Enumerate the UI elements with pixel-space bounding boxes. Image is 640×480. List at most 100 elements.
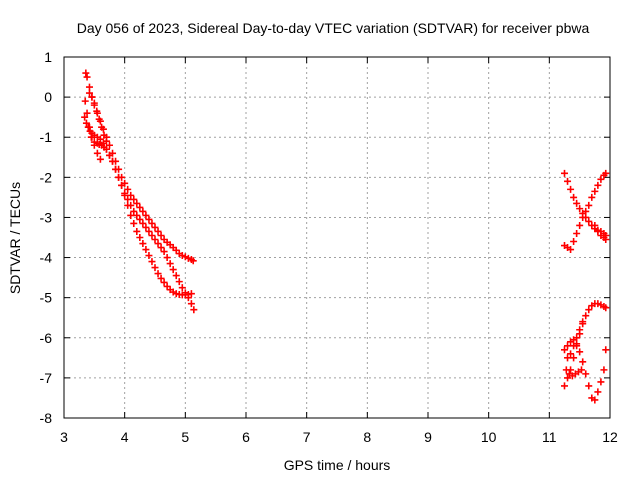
data-point-marker <box>564 374 572 382</box>
data-point-marker <box>93 149 101 157</box>
data-point-marker <box>83 109 91 117</box>
data-point-marker <box>112 165 120 173</box>
x-tick-label: 6 <box>242 429 250 445</box>
y-tick-label: 0 <box>44 89 52 105</box>
y-tick-label: -5 <box>40 290 53 306</box>
data-point-marker <box>115 173 123 181</box>
data-point-marker <box>102 137 110 145</box>
data-point-marker <box>148 258 156 266</box>
data-point-marker <box>81 97 89 105</box>
data-point-marker <box>87 133 95 141</box>
data-point-marker <box>163 254 171 262</box>
data-point-marker <box>133 199 141 207</box>
data-point-marker <box>189 257 197 265</box>
data-point-marker <box>172 272 180 280</box>
data-point-marker <box>130 195 138 203</box>
x-tick-label: 12 <box>602 429 618 445</box>
data-point-marker <box>169 266 177 274</box>
data-point-marker <box>151 264 159 272</box>
data-point-marker <box>594 388 602 396</box>
data-point-marker <box>597 378 605 386</box>
data-point-marker <box>142 223 150 231</box>
data-point-marker <box>570 354 578 362</box>
data-point-marker <box>136 234 144 241</box>
data-point-marker <box>190 306 198 314</box>
data-point-marker <box>591 396 599 404</box>
data-point-marker <box>157 244 165 252</box>
y-tick-label: -1 <box>40 129 53 145</box>
data-point-marker <box>85 89 93 97</box>
x-tick-label: 8 <box>363 429 371 445</box>
data-point-marker <box>561 346 568 354</box>
data-point-marker <box>576 348 584 356</box>
data-point-marker <box>139 207 147 215</box>
data-point-marker <box>148 219 156 227</box>
data-point-marker <box>145 252 153 260</box>
data-point-marker <box>585 306 593 314</box>
x-tick-label: 9 <box>424 429 432 445</box>
data-point-marker <box>102 145 110 153</box>
data-point-marker <box>576 326 584 334</box>
data-point-marker <box>90 99 98 107</box>
data-point-marker <box>93 107 101 115</box>
x-tick-label: 4 <box>121 429 129 445</box>
data-point-marker <box>100 131 108 139</box>
data-point-marker <box>564 354 572 362</box>
data-point-marker <box>83 73 91 81</box>
data-point-marker <box>130 207 138 215</box>
data-points <box>81 69 610 404</box>
x-tick-label: 5 <box>181 429 189 445</box>
data-point-marker <box>585 201 593 209</box>
data-point-marker <box>567 246 575 254</box>
x-tick-label: 7 <box>303 429 311 445</box>
data-point-marker <box>591 187 599 195</box>
data-point-marker <box>136 215 144 223</box>
data-point-marker <box>127 191 135 199</box>
data-point-marker <box>184 294 192 302</box>
data-point-marker <box>84 123 92 131</box>
data-point-marker <box>148 231 156 239</box>
data-point-marker <box>600 366 608 374</box>
data-point-marker <box>577 366 585 374</box>
data-point-marker <box>157 231 165 239</box>
data-point-marker <box>570 238 578 246</box>
data-point-marker <box>588 193 596 201</box>
data-point-marker <box>567 185 575 193</box>
data-point-marker <box>127 201 135 209</box>
y-tick-label: 1 <box>44 49 52 65</box>
data-point-marker <box>121 189 129 197</box>
data-point-marker <box>82 119 90 127</box>
data-point-marker <box>90 141 98 149</box>
data-point-marker <box>582 207 590 215</box>
data-point-marker <box>579 213 587 221</box>
data-point-marker <box>154 227 162 235</box>
data-point-marker <box>96 155 104 163</box>
y-tick-label: -4 <box>40 250 53 266</box>
data-point-marker <box>142 246 150 254</box>
data-point-marker <box>602 346 610 354</box>
data-point-marker <box>95 115 103 123</box>
data-point-marker <box>594 181 602 189</box>
data-point-marker <box>130 219 138 227</box>
data-point-marker <box>567 350 575 358</box>
x-tick-label: 11 <box>542 429 557 445</box>
data-point-marker <box>136 203 144 211</box>
data-point-marker <box>602 169 610 177</box>
data-point-marker <box>561 169 568 177</box>
data-point-marker <box>602 236 610 244</box>
data-point-marker <box>591 221 599 229</box>
data-point-marker <box>579 318 587 326</box>
data-point-marker <box>160 278 168 286</box>
grid-lines <box>64 57 610 418</box>
data-point-marker <box>127 211 135 219</box>
data-point-marker <box>579 358 587 366</box>
data-point-marker <box>582 312 590 320</box>
y-tick-label: -2 <box>40 169 53 185</box>
data-point-marker <box>166 260 174 268</box>
data-point-marker <box>145 227 153 235</box>
data-point-marker <box>576 205 584 213</box>
data-point-marker <box>81 113 89 121</box>
data-point-marker <box>576 221 584 229</box>
y-tick-label: -8 <box>40 410 53 426</box>
